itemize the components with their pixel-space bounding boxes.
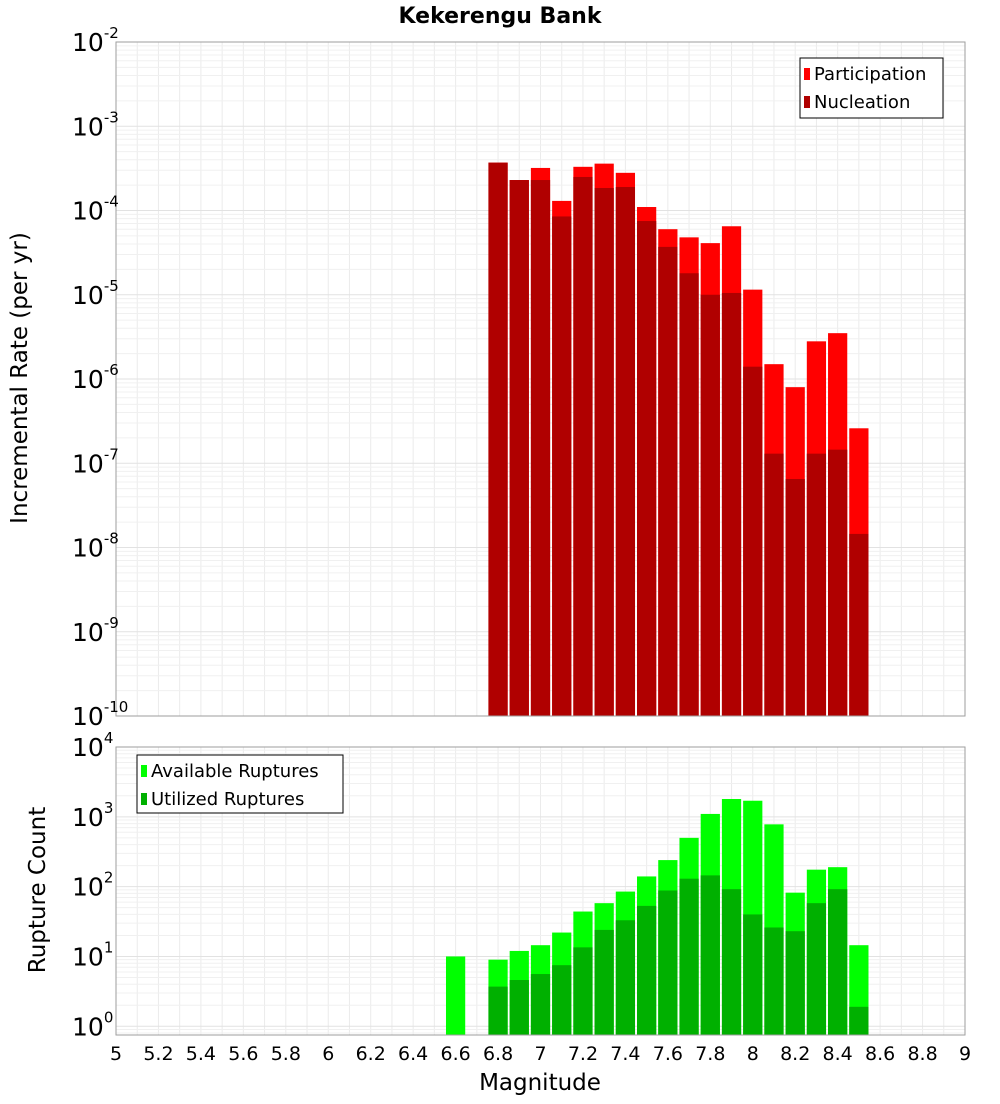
count-bar-utilized-ruptures: [509, 980, 529, 1035]
count-bar-utilized-ruptures: [785, 931, 805, 1035]
legend-swatch: [804, 68, 810, 80]
rate-y-tick-label: 10-6: [72, 361, 119, 394]
count-bar-utilized-ruptures: [637, 905, 657, 1035]
count-bar-utilized-ruptures: [806, 903, 827, 1035]
count-y-tick-label: 103: [72, 799, 113, 832]
count-y-tick-label: 100: [72, 1008, 113, 1041]
x-tick-label: 8.6: [865, 1043, 895, 1065]
x-tick-label: 8.8: [907, 1043, 937, 1065]
x-tick-label: 6.2: [356, 1043, 386, 1065]
x-tick-label: 7: [534, 1043, 546, 1065]
rate-bar-nucleation: [764, 453, 784, 716]
rate-bar-nucleation: [573, 176, 593, 716]
legend-label: Available Ruptures: [151, 761, 319, 782]
rate-bar-nucleation: [828, 449, 848, 716]
legend-label: Participation: [814, 64, 926, 85]
bottom-y-axis-label: Rupture Count: [25, 807, 51, 973]
x-tick-label: 6.4: [398, 1043, 428, 1065]
x-tick-labels: 5 5.2 5.4 5.6 5.8 6 6.2 6.4 6.6 6.8 7 7.2 7.4 7.6 7.8 8…: [110, 1043, 971, 1065]
count-bar-available-ruptures: [445, 956, 466, 1035]
count-bar-utilized-ruptures: [530, 974, 551, 1035]
count-bar-utilized-ruptures: [721, 889, 742, 1035]
rate-bar-nucleation: [700, 294, 720, 716]
count-bar-utilized-ruptures: [743, 914, 763, 1035]
rate-bar-nucleation: [594, 187, 614, 716]
rate-plot: 10-10 10-9 10-8 10-7 10-6 10-5 10-4 10-3 10-2 Par…: [72, 24, 966, 731]
rate-bar-nucleation: [785, 479, 805, 716]
x-tick-label: 7.2: [568, 1043, 598, 1065]
legend-box: [799, 57, 944, 119]
rate-bar-nucleation: [743, 366, 763, 716]
rate-y-tick-label: 10-9: [72, 614, 119, 647]
rate-bar-nucleation: [552, 216, 572, 716]
x-tick-label: 8.2: [780, 1043, 810, 1065]
x-tick-label: 7.8: [695, 1043, 725, 1065]
x-tick-label: 6: [322, 1043, 334, 1065]
rate-bars: [488, 162, 869, 717]
x-tick-label: 8.4: [823, 1043, 853, 1065]
rate-y-tick-label: 10-4: [72, 193, 119, 226]
count-bar-utilized-ruptures: [552, 965, 572, 1035]
rate-legend: Participation Nucleation: [799, 57, 944, 119]
count-bar-utilized-ruptures: [658, 890, 678, 1035]
x-tick-label: 7.6: [653, 1043, 683, 1065]
rate-bar-nucleation: [849, 533, 869, 716]
count-bar-utilized-ruptures: [700, 875, 720, 1035]
rate-bar-nucleation: [637, 221, 657, 716]
rate-bar-nucleation: [615, 187, 636, 716]
rate-bar-nucleation: [806, 453, 827, 716]
rate-bar-nucleation: [509, 180, 529, 717]
count-plot-frame: [115, 746, 966, 1036]
count-y-tick-label: 101: [72, 938, 113, 971]
count-bar-utilized-ruptures: [573, 947, 593, 1035]
rate-bar-nucleation: [721, 292, 742, 716]
count-bar-utilized-ruptures: [849, 1006, 869, 1035]
x-tick-label: 5.2: [143, 1043, 173, 1065]
count-legend: Available Ruptures Utilized Ruptures: [136, 754, 344, 814]
rate-y-tick-label: 10-8: [72, 530, 119, 563]
rupture-count-plot: 100 101 102 103 104 Available Ruptures Utilize…: [72, 729, 966, 1041]
count-bar-utilized-ruptures: [488, 986, 508, 1035]
x-tick-label: 5.8: [271, 1043, 301, 1065]
count-y-tick-label: 102: [72, 869, 113, 902]
legend-swatch: [141, 765, 147, 777]
x-tick-label: 5.4: [186, 1043, 216, 1065]
count-y-tick-label: 104: [72, 729, 113, 762]
chart-title: Kekerengu Bank: [399, 4, 603, 29]
legend-label: Utilized Ruptures: [151, 789, 304, 810]
legend-swatch: [804, 96, 810, 108]
x-tick-label: 6.8: [483, 1043, 513, 1065]
count-bar-utilized-ruptures: [764, 927, 784, 1035]
rate-bar-nucleation: [530, 180, 551, 717]
top-y-axis-label: Incremental Rate (per yr): [7, 232, 33, 524]
rate-y-tick-label: 10-7: [72, 445, 119, 478]
rate-bar-nucleation: [488, 162, 508, 716]
rate-bar-nucleation: [658, 246, 678, 716]
legend-swatch: [141, 793, 147, 805]
legend-box: [136, 754, 344, 814]
legend-label: Nucleation: [814, 92, 910, 113]
rate-y-tick-label: 10-2: [72, 24, 119, 57]
x-tick-label: 6.6: [440, 1043, 470, 1065]
x-tick-label: 5.6: [228, 1043, 258, 1065]
rate-y-tick-label: 10-10: [72, 698, 128, 731]
rate-plot-frame: [115, 41, 966, 717]
count-bars: [445, 798, 869, 1035]
rate-y-tick-label: 10-5: [72, 277, 119, 310]
x-tick-label: 9: [959, 1043, 971, 1065]
count-bar-utilized-ruptures: [615, 920, 636, 1035]
x-axis-label: Magnitude: [479, 1070, 601, 1096]
rate-y-tick-label: 10-3: [72, 108, 119, 141]
rate-bar-nucleation: [679, 273, 699, 716]
count-bar-utilized-ruptures: [679, 878, 699, 1035]
x-tick-label: 8: [747, 1043, 759, 1065]
count-bar-utilized-ruptures: [594, 929, 614, 1035]
count-bar-utilized-ruptures: [828, 889, 848, 1035]
x-tick-label: 5: [110, 1043, 122, 1065]
x-tick-label: 7.4: [610, 1043, 640, 1065]
